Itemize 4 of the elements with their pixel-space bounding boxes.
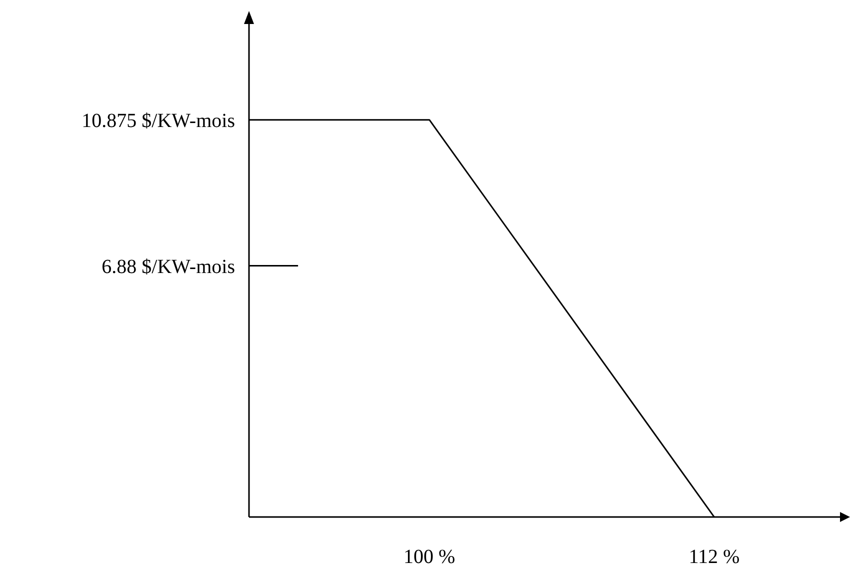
x-tick-label: 100 % (404, 546, 456, 568)
y-tick-label: 6.88 $/KW-mois (102, 256, 236, 278)
y-tick-label: 10.875 $/KW-mois (82, 110, 236, 132)
x-tick-label: 112 % (688, 546, 740, 568)
